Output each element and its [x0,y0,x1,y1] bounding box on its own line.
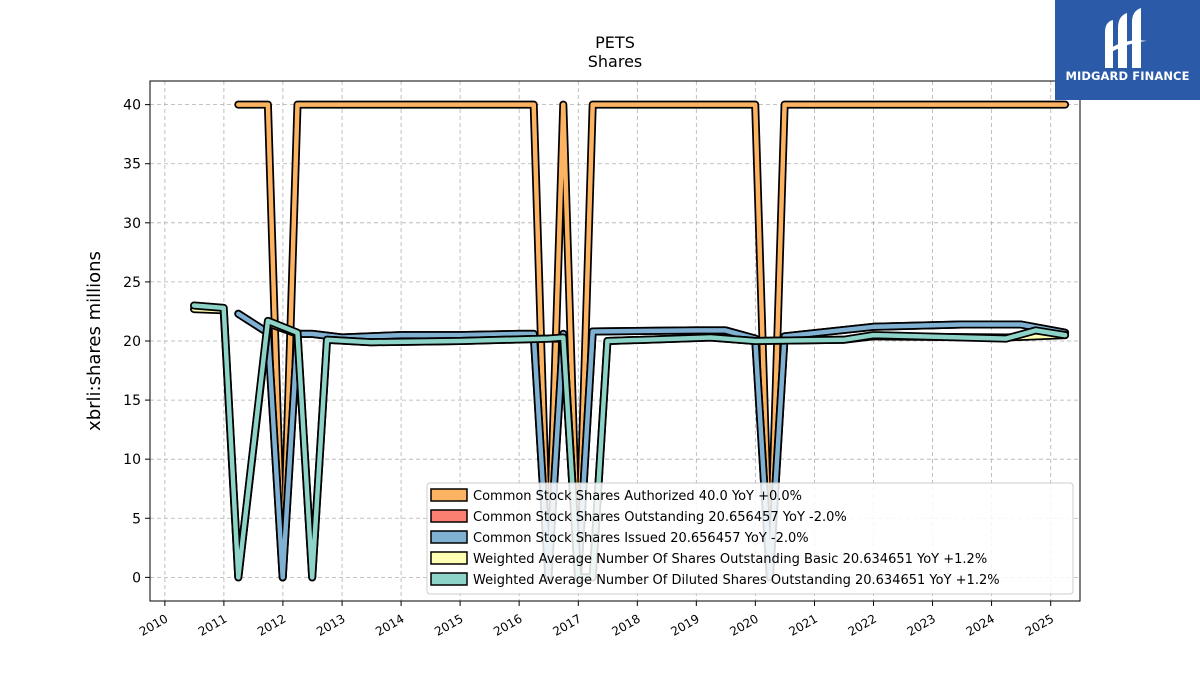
legend-swatch [430,488,468,502]
legend-swatch [430,530,468,544]
x-tick-label: 2013 [314,611,347,638]
y-tick-label: 40 [123,98,141,114]
x-tick-label: 2022 [846,611,879,638]
x-tick-label: 2014 [373,611,406,638]
x-tick-label: 2019 [668,611,701,638]
x-tick-label: 2012 [255,611,288,638]
x-tick-label: 2015 [432,611,465,638]
legend-entry: Common Stock Shares Outstanding 20.65645… [473,510,847,525]
y-tick-label: 20 [123,334,141,350]
logo-wordmark: MIDGARD FINANCE [1065,69,1190,83]
y-tick-label: 5 [132,511,141,527]
series-line-4 [191,303,1068,580]
legend-entry: Weighted Average Number Of Shares Outsta… [473,552,987,567]
x-tick-label: 2020 [727,611,760,638]
x-tick-label: 2025 [1023,611,1056,638]
x-tick-label: 2021 [787,611,820,638]
y-tick-label: 10 [123,452,141,468]
y-tick-label: 0 [132,570,141,586]
x-tick-label: 2017 [550,611,583,638]
y-tick-label: 30 [123,216,141,232]
legend-entry: Common Stock Shares Issued 20.656457 YoY… [473,531,809,546]
chart-title: PETS [595,33,635,52]
chart-subtitle: Shares [588,52,643,71]
x-tick-label: 2024 [964,611,997,638]
legend-swatch [430,551,468,565]
y-tick-label: 25 [123,275,141,291]
x-tick-label: 2016 [491,611,524,638]
legend: Common Stock Shares Authorized 40.0 YoY … [426,482,1074,595]
legend-swatch [430,572,468,586]
x-tick-label: 2023 [905,611,938,638]
midgard-finance-logo: MIDGARD FINANCE [1055,0,1200,100]
y-tick-label: 15 [123,393,141,409]
x-tick-label: 2010 [137,611,170,638]
legend-entry: Weighted Average Number Of Diluted Share… [473,573,1000,588]
y-tick-label: 35 [123,157,141,173]
legend-entry: Common Stock Shares Authorized 40.0 YoY … [473,489,802,504]
midgard-m-logo-icon [1105,8,1147,68]
x-tick-label: 2011 [196,611,229,638]
legend-box [426,482,1074,595]
x-tick-label: 2018 [609,611,642,638]
legend-swatch [430,509,468,523]
y-axis-label: xbrli:shares millions [84,251,105,431]
